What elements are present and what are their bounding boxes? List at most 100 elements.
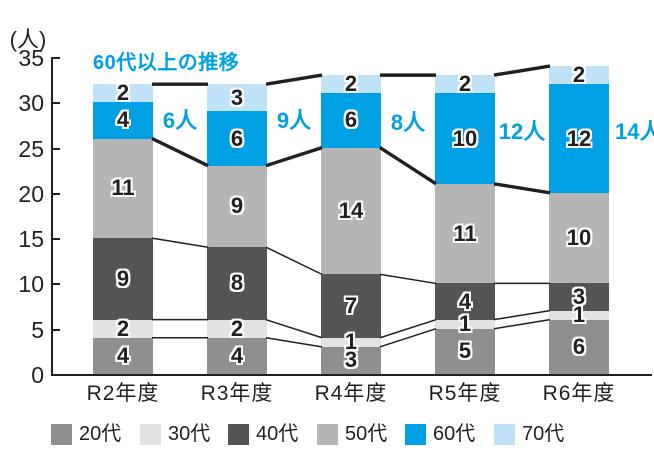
x-category-label: R4年度 xyxy=(314,382,388,405)
legend-swatch xyxy=(228,424,249,445)
bar-value-label: 3 xyxy=(572,284,586,309)
y-tick-label: 0 xyxy=(31,362,44,388)
gap-count-label: 6人 xyxy=(162,108,198,133)
bar-segment-60代 xyxy=(321,93,381,148)
legend-swatch xyxy=(140,424,161,445)
bar-segment-20代 xyxy=(435,328,495,374)
connector-line xyxy=(493,318,551,330)
bar-segment-30代 xyxy=(321,337,381,347)
gap-count-label: 12人 xyxy=(498,119,546,144)
bar-value-label: 14 xyxy=(338,198,364,223)
bar-value-label: 4 xyxy=(116,107,130,132)
legend-swatch xyxy=(405,424,426,445)
connector-line xyxy=(151,136,209,168)
bar-value-label: 1 xyxy=(458,311,472,336)
gap-count-label: 14人 xyxy=(615,119,654,144)
connector-line xyxy=(379,273,437,285)
connector-line xyxy=(265,246,323,276)
bar-segment-40代 xyxy=(435,283,495,320)
y-tick-label: 5 xyxy=(31,317,44,343)
bar-value-label: 4 xyxy=(458,289,472,314)
bar-value-label: 11 xyxy=(111,175,135,200)
bar-segment-40代 xyxy=(549,283,609,311)
bar-segment-50代 xyxy=(93,138,153,239)
y-axis-tick xyxy=(51,238,60,240)
bar-segment-60代 xyxy=(435,93,495,184)
bar-value-label: 11 xyxy=(453,221,477,246)
bar-segment-50代 xyxy=(549,192,609,284)
y-axis-tick xyxy=(51,283,60,285)
bar-segment-50代 xyxy=(435,183,495,284)
y-tick-label: 25 xyxy=(18,136,44,162)
bar-value-label: 2 xyxy=(572,62,586,87)
bar-segment-60代 xyxy=(93,102,153,139)
bar-segment-20代 xyxy=(321,346,381,374)
bar-value-label: 2 xyxy=(458,71,472,96)
bar-value-label: 5 xyxy=(458,338,472,363)
y-axis-unit-label: (人) xyxy=(9,27,47,52)
bar-value-label: 4 xyxy=(116,343,130,368)
bar-segment-70代 xyxy=(549,66,609,85)
bar-value-label: 1 xyxy=(572,302,586,327)
bar-value-label: 2 xyxy=(116,316,130,341)
bar-segment-70代 xyxy=(93,84,153,103)
connector-line xyxy=(265,318,323,339)
bar-value-label: 3 xyxy=(230,85,244,110)
x-category-label: R2年度 xyxy=(86,382,160,405)
bar-segment-30代 xyxy=(93,319,153,338)
bar-value-label: 6 xyxy=(344,107,358,132)
y-axis-tick xyxy=(51,57,60,59)
bar-value-label: 12 xyxy=(566,126,592,151)
legend-swatch xyxy=(494,424,515,445)
y-tick-label: 30 xyxy=(18,90,44,116)
x-category-label: R5年度 xyxy=(428,382,502,405)
bar-segment-70代 xyxy=(207,84,267,112)
x-category-label: R3年度 xyxy=(200,382,274,405)
connector-line xyxy=(493,182,551,195)
x-axis-line xyxy=(51,374,652,376)
bar-segment-40代 xyxy=(207,247,267,320)
bar-value-label: 2 xyxy=(344,71,358,96)
legend-label: 60代 xyxy=(433,423,476,445)
y-axis-tick xyxy=(51,148,60,150)
y-tick-label: 20 xyxy=(18,181,44,207)
bar-segment-30代 xyxy=(435,319,495,329)
legend-label: 70代 xyxy=(522,423,565,445)
bar-segment-50代 xyxy=(207,165,267,248)
legend-label: 40代 xyxy=(256,423,299,445)
legend-label: 30代 xyxy=(168,423,211,445)
bar-value-label: 1 xyxy=(344,329,358,354)
legend-swatch xyxy=(51,424,72,445)
connector-line xyxy=(379,146,437,186)
bar-segment-20代 xyxy=(207,337,267,374)
bar-value-label: 10 xyxy=(566,225,592,250)
connector-line xyxy=(379,318,437,339)
gap-count-label: 9人 xyxy=(276,108,312,133)
y-tick-label: 15 xyxy=(18,226,44,252)
connector-line xyxy=(379,328,437,348)
legend-label: 50代 xyxy=(345,423,388,445)
bar-value-label: 3 xyxy=(344,347,358,372)
connector-line xyxy=(265,73,323,86)
connector-line xyxy=(493,309,551,321)
connector-line xyxy=(265,145,323,168)
bar-value-label: 9 xyxy=(230,193,244,218)
gap-count-label: 8人 xyxy=(390,110,426,135)
bar-segment-40代 xyxy=(321,274,381,338)
bar-segment-30代 xyxy=(549,310,609,320)
bar-value-label: 4 xyxy=(230,343,244,368)
y-axis-line xyxy=(51,57,53,376)
legend-swatch xyxy=(317,424,338,445)
chart-annotation: 60代以上の推移 xyxy=(93,52,240,74)
bar-segment-60代 xyxy=(549,84,609,193)
bar-segment-20代 xyxy=(93,337,153,374)
connector-line xyxy=(151,237,209,248)
y-axis-tick xyxy=(51,193,60,195)
bar-segment-20代 xyxy=(549,319,609,374)
bar-value-label: 6 xyxy=(230,126,244,151)
bar-value-label: 10 xyxy=(452,126,478,151)
bar-segment-60代 xyxy=(207,111,267,166)
bar-value-label: 6 xyxy=(572,334,586,359)
y-tick-label: 35 xyxy=(18,45,44,71)
